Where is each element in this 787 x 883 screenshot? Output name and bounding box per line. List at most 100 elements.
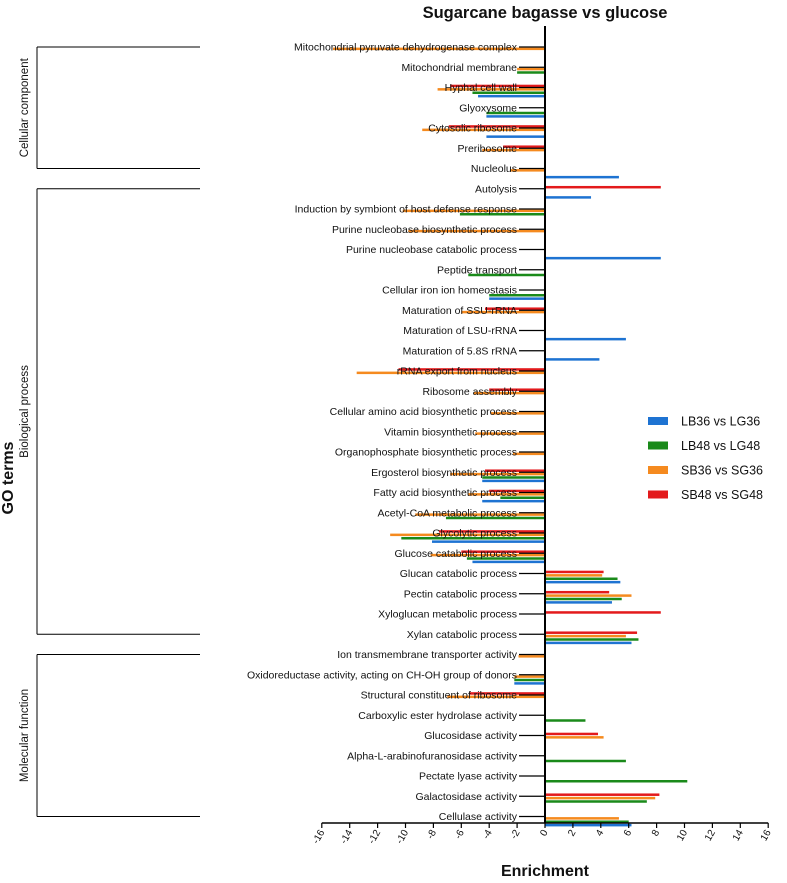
bar-lb48-vs-lg48	[545, 719, 586, 722]
bar-lb36-vs-lg36	[478, 94, 545, 98]
bar-sb36-vs-sg36	[512, 452, 545, 456]
bar-sb36-vs-sg36	[545, 574, 603, 577]
bar-sb36-vs-sg36	[510, 169, 545, 172]
bar-sb36-vs-sg36	[437, 88, 545, 91]
category-label: Cellular iron ion homeostasis	[382, 285, 517, 297]
bar-lb48-vs-lg48	[466, 557, 545, 560]
chart-title: Sugarcane bagasse vs glucose	[423, 4, 668, 22]
category-label: Cellular amino acid biosynthetic process	[330, 406, 517, 418]
category-label: Maturation of LSU-rRNA	[403, 325, 517, 337]
category-label: Vitamin biosynthetic process	[384, 426, 517, 438]
x-tick-label: -16	[311, 828, 328, 846]
category-label: Preribosome	[457, 143, 517, 155]
category-label: Glucosidase activity	[424, 730, 518, 742]
bar-sb48-vs-sg48	[545, 631, 638, 634]
bar-sb36-vs-sg36	[415, 513, 545, 516]
bar-lb36-vs-lg36	[489, 297, 545, 300]
bar-lb48-vs-lg48	[482, 476, 545, 479]
category-label: Pectate lyase activity	[419, 771, 518, 783]
category-label: Maturation of SSU-rRNA	[402, 305, 517, 317]
bar-sb36-vs-sg36	[490, 412, 545, 415]
bar-lb36-vs-lg36	[545, 823, 632, 827]
category-label: Xyloglucan metabolic process	[378, 609, 517, 621]
bar-sb36-vs-sg36	[468, 493, 545, 496]
bar-lb36-vs-lg36	[482, 499, 545, 503]
x-tick-label: 10	[675, 828, 690, 844]
x-tick-label: 12	[703, 828, 718, 844]
bar-sb36-vs-sg36	[390, 533, 545, 537]
bar-sb48-vs-sg48	[545, 185, 661, 189]
bar-sb36-vs-sg36	[447, 695, 545, 699]
bar-lb36-vs-lg36	[545, 196, 592, 199]
bar-lb36-vs-lg36	[482, 479, 545, 483]
x-tick-label: 4	[594, 828, 607, 839]
category-label: Galactosidase activity	[415, 791, 517, 803]
bar-lb48-vs-lg48	[545, 800, 647, 803]
category-label: rRNA export from nucleus	[397, 366, 517, 378]
category-label: Induction by symbiont of host defense re…	[295, 204, 518, 216]
x-tick-label: 2	[566, 828, 579, 839]
category-label: Ion transmembrane transporter activity	[337, 649, 517, 661]
bar-sb36-vs-sg36	[430, 553, 545, 557]
legend-label: SB48 vs SG48	[681, 488, 763, 502]
bar-lb48-vs-lg48	[514, 678, 545, 682]
category-label: Mitochondrial membrane	[401, 62, 517, 74]
category-groups: Cellular component Biological process Mole…	[19, 46, 200, 817]
group-label: Biological process	[19, 365, 31, 458]
bar-sb48-vs-sg48	[545, 793, 660, 796]
bar-sb48-vs-sg48	[545, 732, 599, 736]
bar-sb36-vs-sg36	[450, 472, 545, 476]
bar-lb48-vs-lg48	[472, 91, 545, 94]
legend-swatch	[648, 417, 668, 425]
group-label: Cellular component	[19, 57, 31, 157]
bar-sb36-vs-sg36	[473, 391, 545, 395]
x-tick-label: 6	[622, 828, 635, 839]
bar-sb48-vs-sg48	[448, 125, 545, 128]
category-label: Structural constituent of ribosome	[361, 690, 518, 702]
group-label: Molecular function	[19, 689, 31, 782]
category-label: Glucose catabolic process	[394, 548, 517, 560]
category-label: Hyphal cell wall	[445, 82, 517, 94]
bar-lb36-vs-lg36	[472, 560, 545, 564]
bar-sb36-vs-sg36	[475, 432, 545, 435]
bar-lb48-vs-lg48	[500, 496, 545, 499]
category-label: Ergosterol biosynthetic process	[371, 467, 517, 479]
bar-sb48-vs-sg48	[503, 145, 545, 148]
bar-lb36-vs-lg36	[486, 115, 545, 118]
category-label: Cellulase activity	[439, 811, 518, 823]
x-tick-label: -8	[425, 828, 439, 842]
category-labels: Mitochondrial pyruvate dehydrogenase com…	[247, 42, 545, 823]
bar-sb36-vs-sg36	[545, 634, 626, 638]
bar-sb36-vs-sg36	[545, 817, 619, 820]
bar-lb36-vs-lg36	[486, 135, 545, 138]
bar-sb48-vs-sg48	[489, 489, 545, 493]
bar-lb48-vs-lg48	[545, 638, 639, 641]
bar-sb36-vs-sg36	[356, 371, 545, 375]
bar-sb36-vs-sg36	[545, 736, 604, 739]
category-label: Purine nucleobase catabolic process	[346, 244, 517, 256]
x-axis-title: Enrichment	[501, 863, 590, 880]
bar-lb36-vs-lg36	[545, 175, 619, 179]
category-label: Maturation of 5.8S rRNA	[403, 345, 517, 357]
bar-sb48-vs-sg48	[485, 307, 545, 310]
x-tick-label: 8	[650, 828, 663, 839]
bar-sb48-vs-sg48	[545, 611, 661, 614]
category-label: Purine nucleobase biosynthetic process	[332, 224, 517, 236]
bar-sb36-vs-sg36	[332, 47, 545, 51]
bar-sb36-vs-sg36	[545, 796, 656, 800]
bar-sb36-vs-sg36	[482, 148, 545, 152]
bar-sb48-vs-sg48	[438, 530, 545, 533]
legend-swatch	[648, 490, 668, 499]
bar-sb36-vs-sg36	[422, 128, 545, 132]
bar-lb48-vs-lg48	[545, 597, 622, 601]
category-label: Carboxylic ester hydrolase activity	[358, 710, 517, 722]
x-tick-label: 0	[538, 828, 551, 839]
bar-lb36-vs-lg36	[545, 358, 600, 361]
bar-lb48-vs-lg48	[459, 213, 545, 216]
bar-lb48-vs-lg48	[545, 780, 688, 783]
legend-swatch	[648, 466, 668, 474]
bar-lb48-vs-lg48	[445, 516, 545, 520]
bar-lb48-vs-lg48	[401, 537, 545, 540]
x-tick-label: -6	[453, 828, 467, 842]
